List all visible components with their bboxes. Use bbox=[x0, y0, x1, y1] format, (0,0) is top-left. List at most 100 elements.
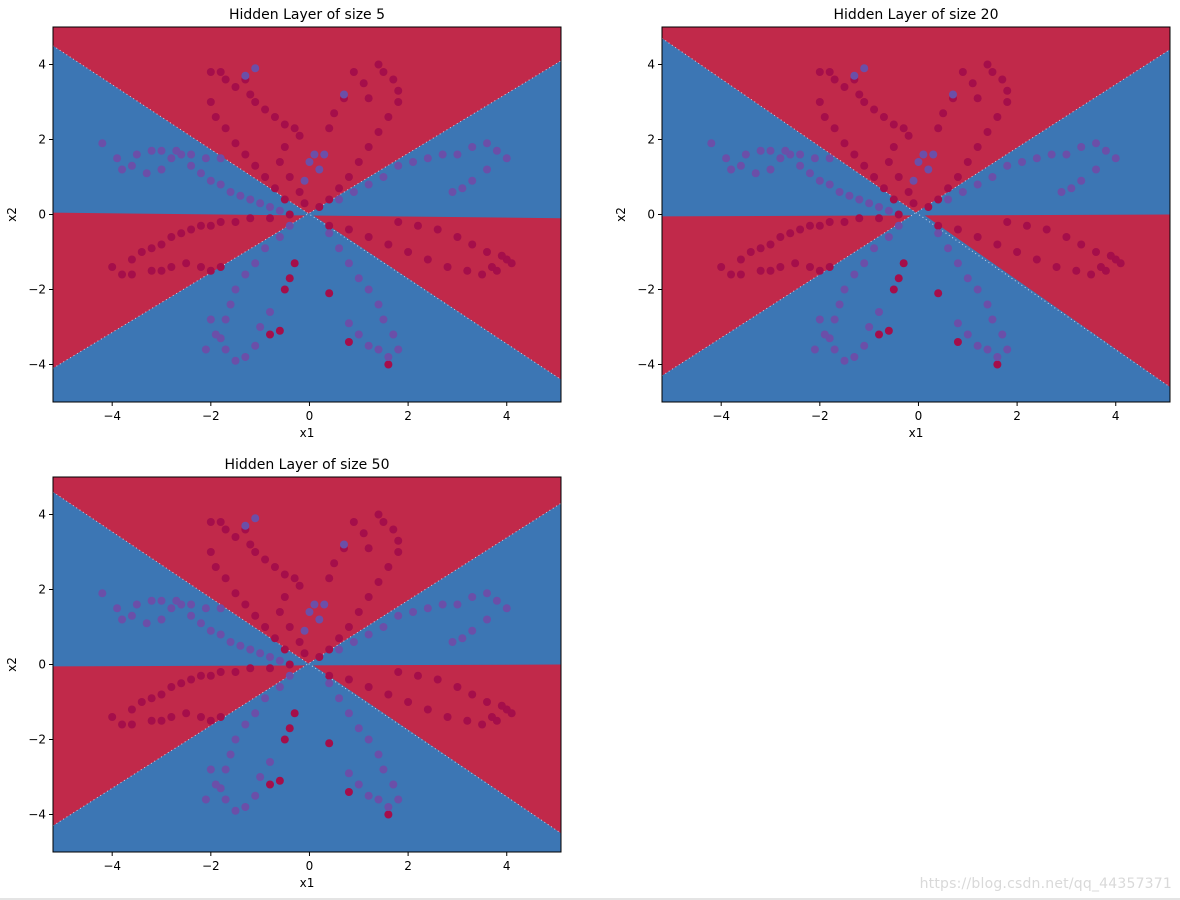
data-point-red bbox=[280, 195, 289, 204]
decision-regions bbox=[662, 27, 1170, 402]
x-tick-label: 0 bbox=[306, 409, 314, 423]
data-point-red bbox=[805, 221, 814, 230]
data-point-red bbox=[167, 683, 176, 691]
data-point-red bbox=[497, 701, 506, 710]
data-point-red bbox=[206, 266, 215, 275]
data-point-blue bbox=[384, 353, 393, 361]
data-point-red bbox=[295, 188, 304, 196]
data-point-blue bbox=[448, 638, 457, 646]
data-point-blue bbox=[300, 176, 309, 185]
data-point-red bbox=[983, 128, 992, 136]
data-point-red bbox=[206, 518, 215, 526]
data-point-red bbox=[221, 574, 230, 583]
data-point-blue bbox=[187, 161, 196, 170]
data-point-blue bbox=[226, 750, 235, 759]
data-point-blue bbox=[305, 158, 314, 166]
data-point-red bbox=[805, 263, 814, 271]
data-point-red bbox=[325, 289, 334, 298]
data-point-blue bbox=[835, 300, 844, 309]
data-point-red bbox=[157, 690, 166, 699]
data-point-red bbox=[944, 184, 953, 193]
data-point-blue bbox=[310, 600, 319, 609]
data-point-blue bbox=[865, 323, 874, 331]
data-point-blue bbox=[993, 353, 1002, 361]
data-point-blue bbox=[988, 173, 997, 181]
data-point-blue bbox=[241, 71, 250, 80]
data-point-blue bbox=[796, 161, 805, 170]
data-point-red bbox=[344, 225, 353, 234]
data-point-blue bbox=[275, 683, 284, 691]
data-point-red bbox=[468, 240, 477, 249]
data-point-red bbox=[394, 536, 403, 545]
data-point-blue bbox=[325, 229, 334, 238]
data-point-red bbox=[478, 720, 487, 729]
data-point-blue bbox=[344, 709, 353, 718]
data-point-red bbox=[384, 240, 393, 249]
data-point-red bbox=[953, 225, 962, 234]
data-point-blue bbox=[483, 139, 492, 148]
data-point-red bbox=[487, 713, 496, 721]
data-point-blue bbox=[300, 626, 309, 635]
data-point-blue bbox=[394, 795, 403, 804]
data-point-blue bbox=[216, 604, 225, 613]
data-point-blue bbox=[201, 154, 210, 163]
data-point-blue bbox=[1067, 184, 1076, 193]
data-point-blue bbox=[963, 274, 972, 283]
data-point-blue bbox=[216, 180, 225, 189]
data-point-blue bbox=[830, 315, 839, 324]
data-point-blue bbox=[251, 341, 260, 350]
data-point-blue bbox=[825, 180, 834, 189]
data-point-red bbox=[290, 709, 299, 718]
data-point-red bbox=[1032, 255, 1041, 264]
data-point-blue bbox=[201, 604, 210, 613]
data-point-red bbox=[825, 263, 834, 271]
data-point-blue bbox=[221, 765, 230, 774]
data-point-red bbox=[344, 338, 353, 346]
data-point-blue bbox=[776, 154, 785, 163]
data-point-red bbox=[211, 113, 220, 121]
data-point-red bbox=[889, 143, 898, 151]
data-point-blue bbox=[196, 619, 205, 628]
data-point-red bbox=[963, 158, 972, 166]
data-point-red bbox=[1013, 248, 1022, 256]
data-point-blue bbox=[344, 769, 353, 778]
data-point-blue bbox=[884, 233, 893, 241]
data-point-red bbox=[359, 79, 368, 88]
data-point-red bbox=[899, 124, 908, 133]
data-point-red bbox=[394, 548, 403, 556]
data-point-red bbox=[246, 664, 255, 673]
data-point-blue bbox=[374, 795, 383, 804]
data-point-red bbox=[231, 83, 240, 91]
data-point-red bbox=[875, 330, 884, 339]
data-point-red bbox=[206, 68, 215, 76]
data-point-red bbox=[182, 709, 191, 718]
data-point-blue bbox=[1047, 150, 1056, 159]
data-point-red bbox=[404, 248, 413, 256]
data-point-red bbox=[766, 240, 775, 249]
data-point-blue bbox=[335, 195, 344, 204]
blue-region-left bbox=[53, 492, 310, 667]
data-point-blue bbox=[1092, 139, 1101, 148]
y-tick-label: 2 bbox=[647, 133, 655, 147]
data-point-blue bbox=[241, 521, 250, 530]
data-point-red bbox=[889, 285, 898, 294]
data-point-blue bbox=[98, 139, 107, 148]
data-point-red bbox=[300, 199, 309, 208]
data-point-blue bbox=[1092, 165, 1101, 174]
data-point-blue bbox=[805, 169, 814, 178]
data-point-blue bbox=[349, 188, 358, 196]
data-point-blue bbox=[860, 64, 869, 73]
data-point-blue bbox=[988, 315, 997, 324]
boundary-line bbox=[662, 37, 1170, 388]
data-point-blue bbox=[364, 341, 373, 350]
x-tick-label: −4 bbox=[103, 859, 121, 873]
data-point-red bbox=[354, 608, 363, 616]
data-point-blue bbox=[364, 180, 373, 189]
data-point-blue bbox=[261, 244, 270, 253]
scatter-points bbox=[98, 510, 516, 819]
data-point-red bbox=[127, 270, 136, 279]
data-point-blue bbox=[256, 649, 265, 658]
data-point-red bbox=[786, 229, 795, 238]
data-point-red bbox=[335, 634, 344, 643]
data-point-red bbox=[325, 124, 334, 133]
